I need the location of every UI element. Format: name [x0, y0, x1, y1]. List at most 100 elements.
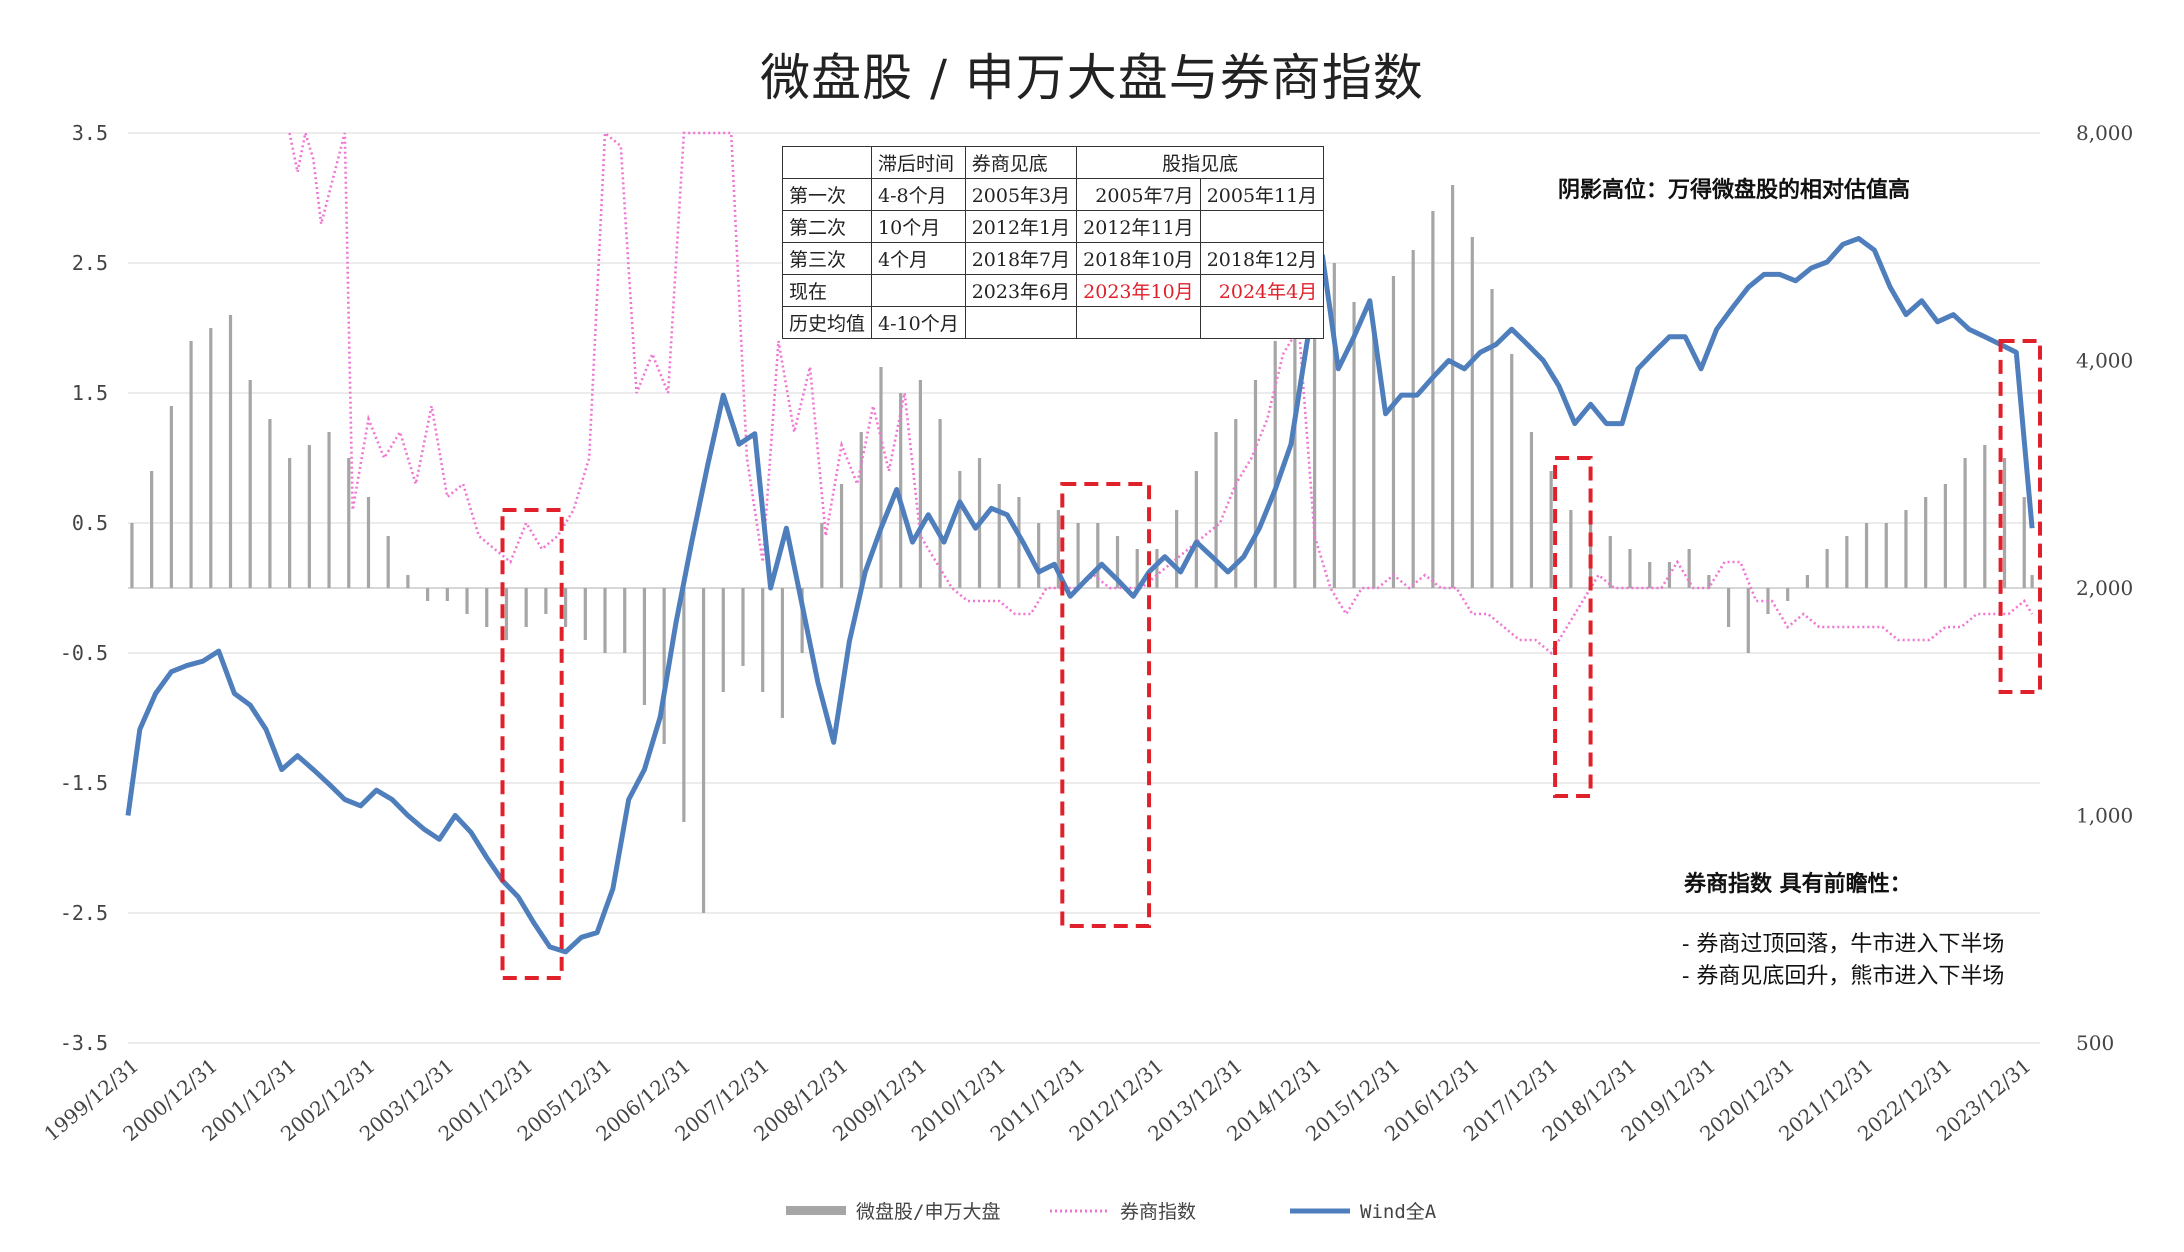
bar-mark [1411, 250, 1415, 588]
y-left-tick-label: -1.5 [60, 771, 108, 795]
bar-mark [1056, 510, 1060, 588]
shade-note: 阴影高位：万得微盘股的相对估值高 [1558, 177, 1911, 203]
highlight-box [1060, 482, 1152, 928]
legend-label: Wind全A [1360, 1201, 1437, 1223]
bar-mark [1983, 445, 1987, 588]
table-cell [1076, 306, 1201, 339]
y-right-tick-label: 4,000 [2076, 349, 2133, 373]
bar-mark [445, 588, 449, 601]
bar-mark [1194, 471, 1198, 588]
y-left-tick-label: 0.5 [72, 511, 108, 535]
table-cell: 2005年11月 [1199, 178, 1325, 211]
table-header-row: 滞后时间 券商见底 股指见底 [781, 146, 1325, 179]
table-cell [1199, 306, 1325, 339]
bar-mark [307, 445, 311, 588]
bar-mark [1431, 211, 1435, 588]
table-cell: 2023年6月 [964, 274, 1078, 307]
y-right-tick-label: 8,000 [2076, 121, 2133, 145]
bar-mark [1845, 536, 1849, 588]
bar-mark [1746, 588, 1750, 653]
bar-mark [820, 523, 824, 588]
highlight-box [500, 508, 564, 980]
bar-mark [169, 406, 173, 588]
table-row: 第三次 4个月 2018年7月 2018年10月 2018年12月 [781, 242, 1325, 275]
bar-mark [189, 341, 193, 588]
bar-mark [2030, 575, 2034, 588]
bar-mark [780, 588, 785, 718]
table-cell [871, 274, 966, 307]
table-cell: 2005年3月 [964, 178, 1078, 211]
bar-mark [366, 497, 371, 588]
y-left-tick-label: 3.5 [72, 121, 108, 145]
bar-mark [1924, 497, 1928, 588]
table-cell: 现在 [781, 274, 873, 307]
table-cell: 2018年12月 [1199, 242, 1325, 275]
y-left-tick-label: -0.5 [60, 641, 108, 665]
bar-mark [958, 471, 962, 588]
bar-mark [1037, 523, 1041, 588]
bar-mark [701, 588, 706, 913]
bar-mark [2002, 458, 2007, 588]
table-row: 第二次 10个月 2012年1月 2012年11月 [781, 210, 1325, 243]
bar-mark [504, 588, 509, 640]
wind-series-line [125, 236, 2035, 955]
bar-mark [1372, 328, 1376, 588]
lead-note-title: 券商指数 具有前瞻性： [1684, 871, 1912, 897]
bar-mark [1569, 510, 1573, 588]
bar-mark [1253, 380, 1258, 588]
table-header-blank [781, 146, 873, 179]
bar-mark [1313, 211, 1317, 588]
bar-mark [879, 367, 883, 588]
bar-mark [248, 380, 252, 588]
bar-mark [228, 315, 233, 588]
bar-mark [623, 588, 627, 653]
bar-mark [2022, 497, 2026, 588]
bar-mark [721, 588, 725, 692]
bar-mark [1884, 523, 1888, 588]
bar-mark [1786, 588, 1790, 601]
bottom-timing-table: 滞后时间 券商见底 股指见底 第一次 4-8个月 2005年3月 2005年7月… [781, 146, 1325, 339]
y-right-tick-label: 2,000 [2076, 576, 2133, 600]
bar-mark [1273, 341, 1277, 588]
bar-mark [1115, 536, 1120, 588]
bar-mark [1332, 263, 1336, 588]
legend-swatch [786, 1206, 846, 1215]
bar-mark [899, 393, 903, 588]
bar-mark [1687, 549, 1691, 588]
bar-mark [1529, 432, 1534, 588]
bar-mark [1076, 523, 1080, 588]
table-cell: 历史均值 [781, 306, 873, 339]
y-left-tick-label: 1.5 [72, 381, 108, 405]
chart-title: 微盘股 / 申万大盘与券商指数 [760, 49, 1424, 107]
bar-mark [603, 588, 607, 653]
bar-mark [406, 575, 410, 588]
table-row: 现在 2023年6月 2023年10月 2024年4月 [781, 274, 1325, 307]
bar-mark [386, 536, 390, 588]
legend-label: 微盘股/申万大盘 [856, 1201, 1000, 1223]
bar-mark [485, 588, 489, 627]
bar-mark [1707, 575, 1711, 588]
bar-mark [1490, 289, 1494, 588]
bar-mark [1214, 432, 1218, 588]
bar-mark [682, 588, 686, 822]
bar-mark [1470, 237, 1474, 588]
table-header-lag: 滞后时间 [871, 146, 966, 179]
legend-label: 券商指数 [1120, 1201, 1196, 1223]
table-cell-highlight: 2023年10月 [1076, 274, 1201, 307]
bar-mark [288, 458, 292, 588]
y-right-tick-label: 500 [2076, 1031, 2114, 1055]
table-cell: 10个月 [871, 210, 966, 243]
bar-mark [426, 588, 430, 601]
bar-mark [347, 458, 351, 588]
y-left-tick-label: -2.5 [60, 901, 108, 925]
table-cell: 第三次 [781, 242, 873, 275]
bar-mark [1352, 302, 1356, 588]
bar-mark [130, 523, 134, 588]
bar-mark [268, 419, 272, 588]
bar-mark [524, 588, 528, 627]
bar-mark [583, 588, 587, 640]
bar-mark [209, 328, 213, 588]
bar-mark [150, 471, 154, 588]
bar-mark [741, 588, 745, 666]
